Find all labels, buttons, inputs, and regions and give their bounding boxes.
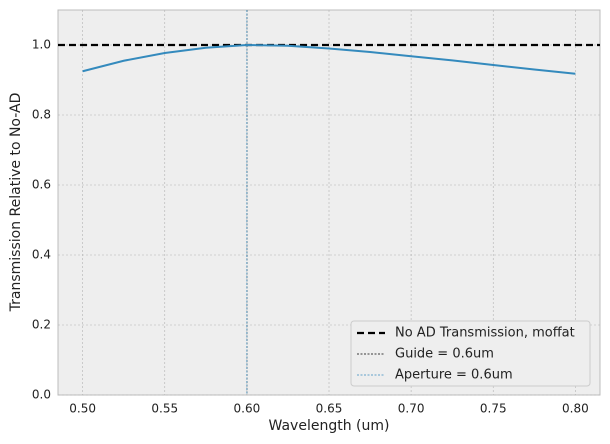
x-axis-label: Wavelength (um) bbox=[269, 418, 390, 434]
legend-label: Aperture = 0.6um bbox=[395, 368, 513, 383]
y-axis-label: Transmission Relative to No-AD bbox=[8, 93, 24, 313]
x-tick-label: 0.80 bbox=[562, 402, 589, 416]
x-tick-label: 0.55 bbox=[151, 402, 178, 416]
x-tick-label: 0.60 bbox=[234, 402, 261, 416]
y-tick-label: 0.2 bbox=[32, 318, 51, 332]
data-line bbox=[82, 43, 576, 75]
y-tick-label: 1.0 bbox=[32, 38, 51, 52]
y-tick-label: 0.0 bbox=[32, 388, 51, 402]
legend bbox=[350, 320, 591, 387]
y-tick-label: 0.8 bbox=[32, 108, 51, 122]
x-tick-label: 0.70 bbox=[398, 402, 425, 416]
x-tick-label: 0.50 bbox=[69, 402, 96, 416]
y-tick-label: 0.6 bbox=[32, 178, 51, 192]
x-tick-label: 0.75 bbox=[480, 402, 507, 416]
y-tick-label: 0.4 bbox=[32, 248, 51, 262]
legend-label: No AD Transmission, moffat bbox=[395, 326, 575, 341]
legend-label: Guide = 0.6um bbox=[395, 347, 494, 362]
x-tick-label: 0.65 bbox=[316, 402, 343, 416]
